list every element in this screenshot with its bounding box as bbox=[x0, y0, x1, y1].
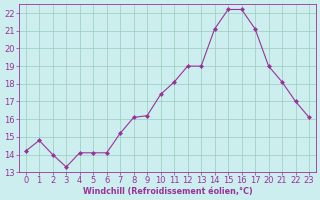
X-axis label: Windchill (Refroidissement éolien,°C): Windchill (Refroidissement éolien,°C) bbox=[83, 187, 252, 196]
